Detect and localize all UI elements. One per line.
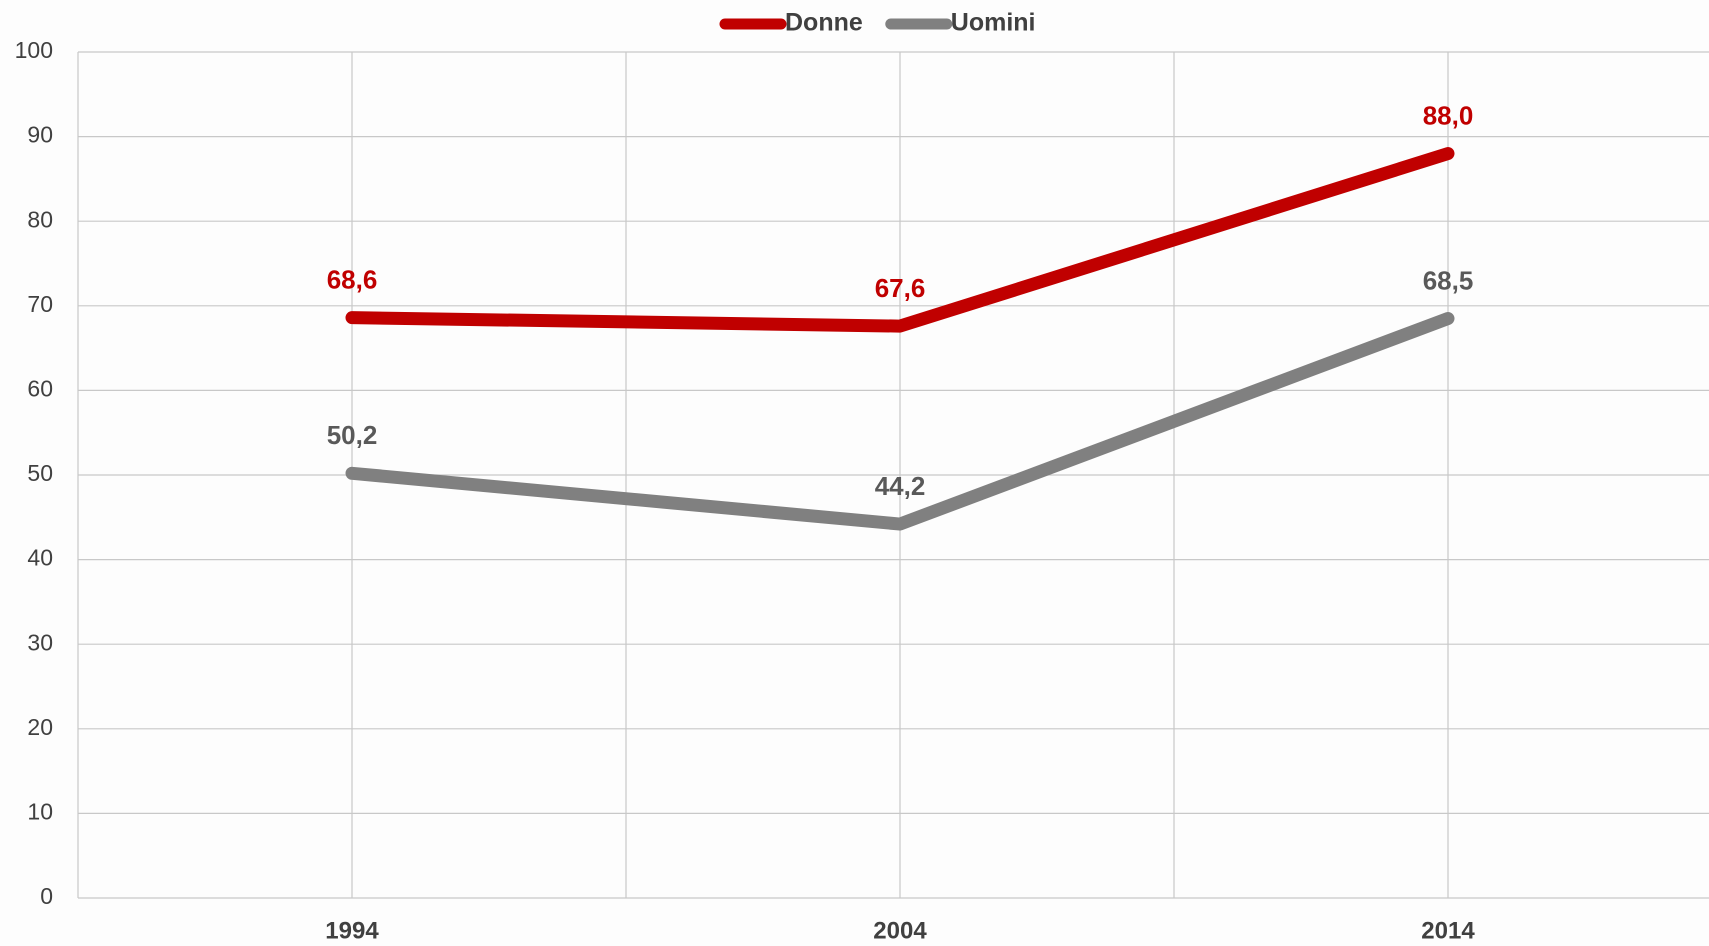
y-tick-label: 100 (15, 37, 53, 63)
legend-label: Uomini (951, 9, 1036, 37)
data-label: 68,6 (327, 265, 378, 295)
legend-label: Donne (785, 9, 863, 37)
x-tick-label: 1994 (325, 917, 379, 944)
y-tick-label: 60 (27, 375, 53, 401)
data-label: 50,2 (327, 420, 378, 450)
y-tick-label: 0 (40, 883, 53, 909)
series-line (345, 311, 1455, 531)
y-tick-label: 40 (27, 545, 53, 571)
y-tick-label: 20 (27, 714, 53, 740)
series-line (345, 147, 1455, 333)
data-label: 68,5 (1423, 265, 1474, 295)
data-label: 88,0 (1423, 100, 1474, 130)
y-tick-label: 70 (27, 291, 53, 317)
x-tick-label: 2004 (873, 917, 927, 944)
y-tick-label: 10 (27, 798, 53, 824)
data-label: 67,6 (875, 273, 926, 303)
y-tick-label: 50 (27, 460, 53, 486)
y-tick-label: 30 (27, 629, 53, 655)
y-tick-label: 90 (27, 122, 53, 148)
x-tick-label: 2014 (1421, 917, 1475, 944)
data-label: 44,2 (875, 471, 926, 501)
y-tick-label: 80 (27, 206, 53, 232)
